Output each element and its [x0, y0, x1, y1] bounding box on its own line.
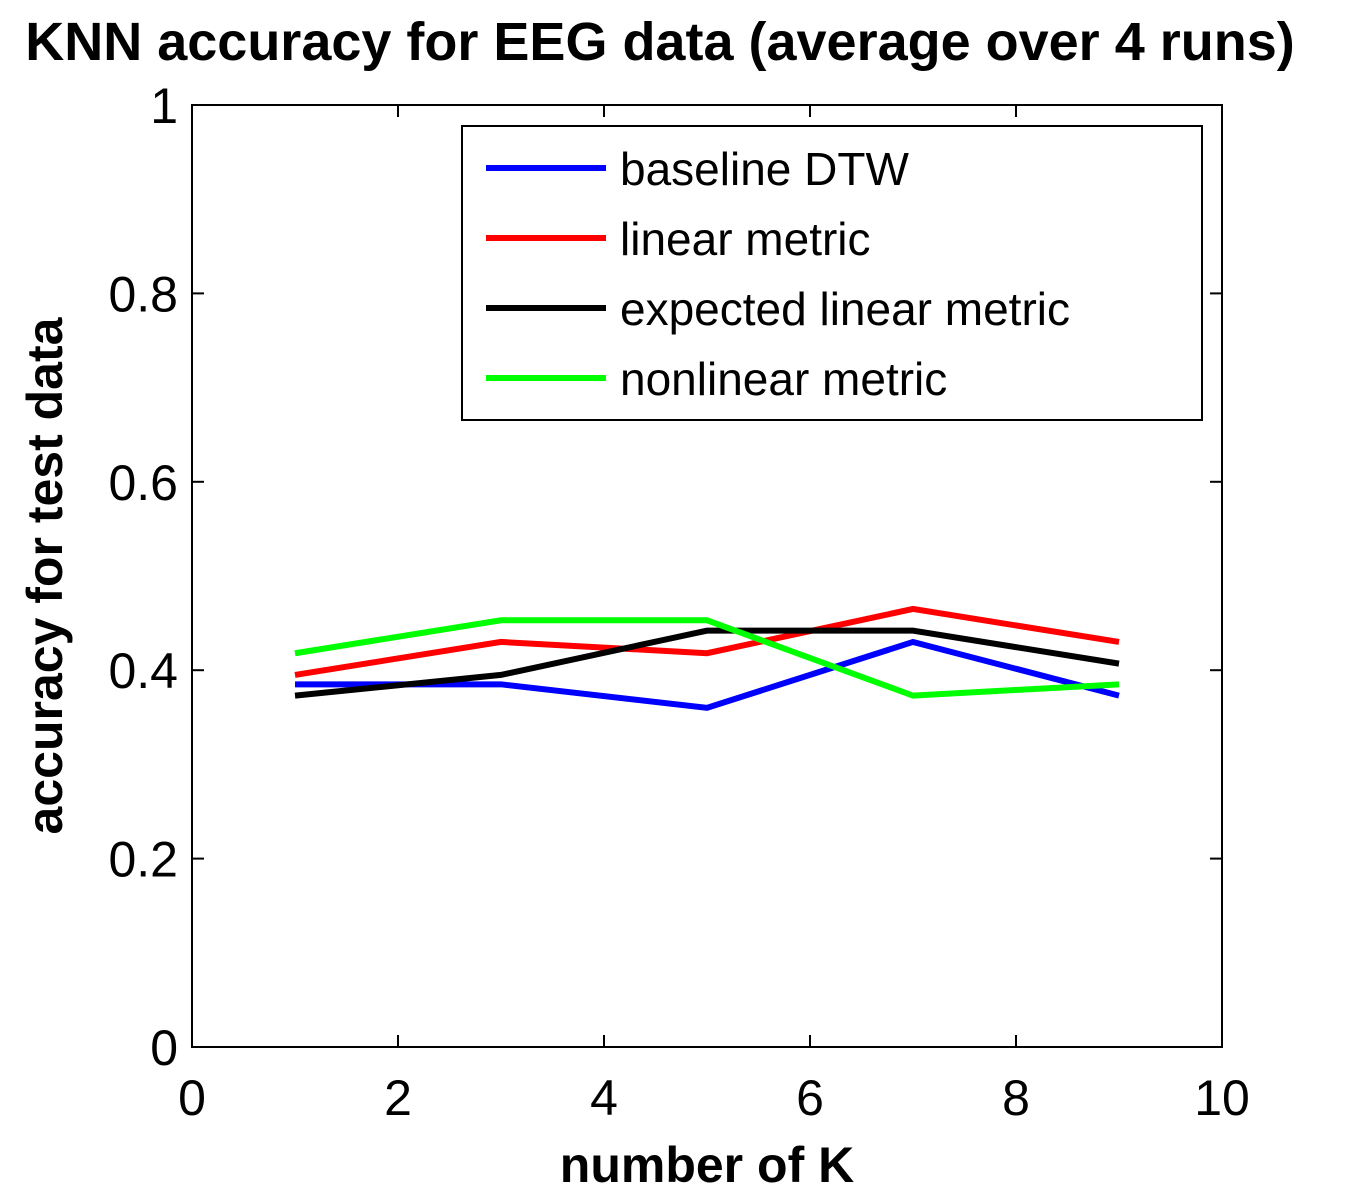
legend-box: [461, 125, 1203, 421]
x-tick-label: 0: [178, 1070, 206, 1126]
series-lines: [294, 605, 1120, 711]
legend-label-0: baseline DTW: [620, 143, 909, 195]
legend-label-1: linear metric: [620, 213, 871, 265]
x-tick-label: 2: [384, 1070, 412, 1126]
axis-ticks: [191, 104, 1223, 1048]
series-line-1: [294, 605, 1120, 678]
series-line-3: [294, 617, 1120, 699]
legend: baseline DTW linear metric expected linear…: [461, 125, 1203, 421]
chart-title: KNN accuracy for EEG data (average over …: [25, 12, 1295, 72]
y-tick-label: 0.8: [108, 266, 178, 322]
y-tick-label: 0.4: [108, 643, 178, 699]
legend-label-2: expected linear metric: [620, 283, 1070, 335]
y-tick-label: 0.6: [108, 455, 178, 511]
legend-entries: baseline DTW linear metric expected linear…: [486, 143, 1070, 405]
axis-tick-labels: 0 2 4 6 8 10 0 0.2 0.4 0.6 0.8 1: [108, 78, 1249, 1126]
legend-label-3: nonlinear metric: [620, 353, 947, 405]
x-tick-label: 4: [590, 1070, 618, 1126]
x-tick-label: 8: [1002, 1070, 1030, 1126]
series-line-2: [294, 627, 1120, 699]
y-tick-label: 1: [150, 78, 178, 134]
y-tick-label: 0: [150, 1020, 178, 1076]
y-axis-label: accuracy for test data: [17, 316, 73, 834]
x-axis-label: number of K: [560, 1137, 854, 1193]
x-tick-label: 10: [1194, 1070, 1250, 1126]
y-tick-label: 0.2: [108, 832, 178, 888]
x-tick-label: 6: [796, 1070, 824, 1126]
